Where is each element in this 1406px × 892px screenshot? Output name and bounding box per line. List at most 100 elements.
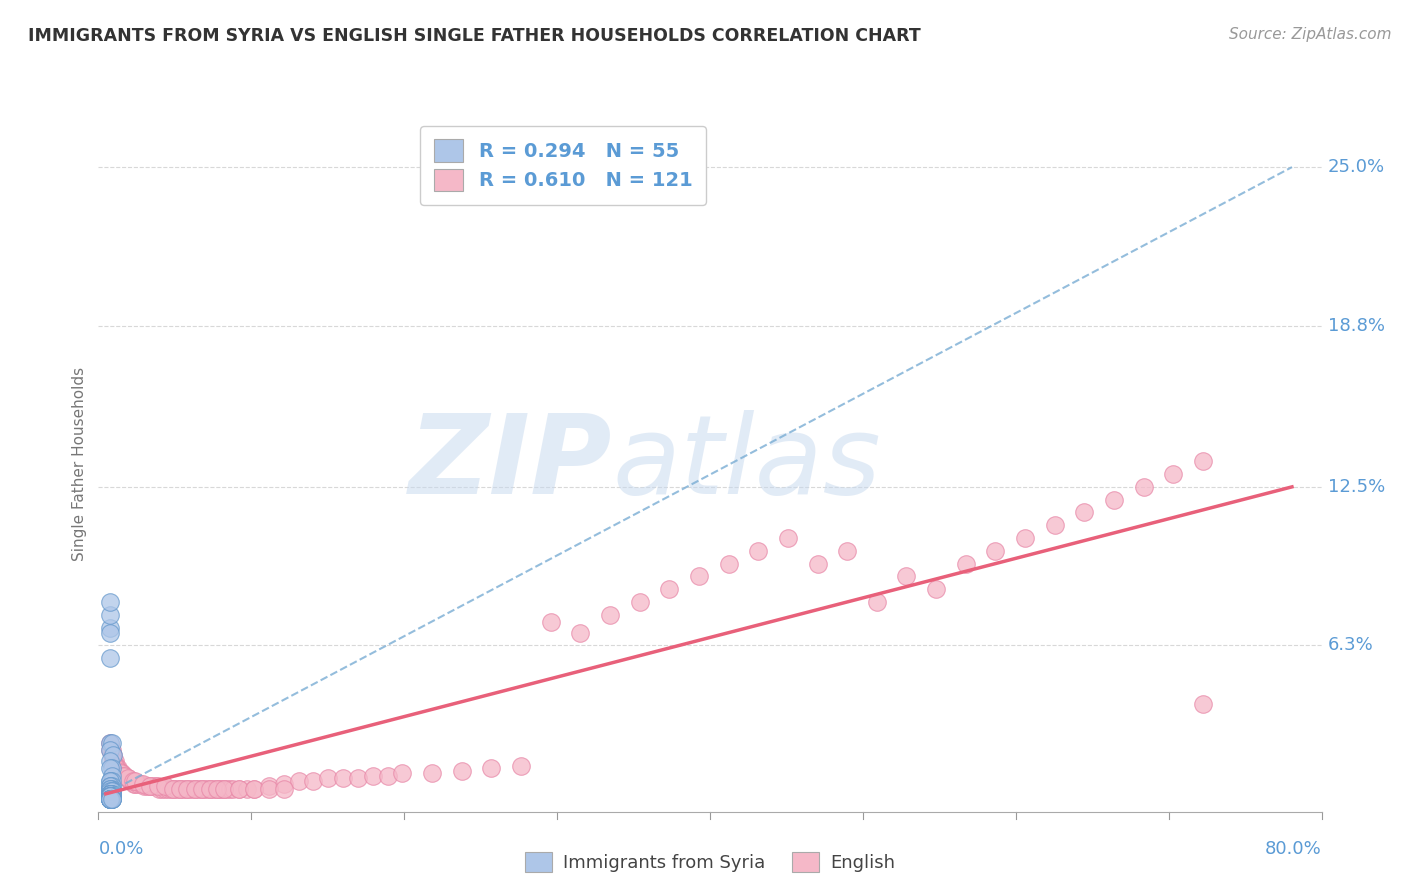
Point	[717, 557, 740, 571]
Point	[98, 792, 121, 806]
Text: ZIP: ZIP	[409, 410, 612, 517]
Point	[180, 781, 202, 796]
Y-axis label: Single Father Households: Single Father Households	[72, 367, 87, 561]
Point	[184, 781, 207, 796]
Point	[163, 781, 186, 796]
Point	[98, 787, 121, 801]
Point	[139, 779, 162, 793]
Text: 12.5%: 12.5%	[1327, 478, 1385, 496]
Point	[837, 543, 859, 558]
Point	[108, 764, 131, 778]
Point	[377, 769, 399, 783]
Point	[1014, 531, 1036, 545]
Point	[211, 781, 233, 796]
Point	[121, 774, 143, 789]
Point	[100, 789, 122, 804]
Point	[100, 792, 122, 806]
Point	[243, 781, 266, 796]
Point	[100, 784, 122, 798]
Point	[169, 781, 191, 796]
Point	[98, 779, 121, 793]
Point	[100, 736, 122, 750]
Point	[142, 779, 165, 793]
Point	[121, 774, 143, 789]
Point	[214, 781, 236, 796]
Point	[510, 758, 533, 772]
Point	[100, 787, 122, 801]
Point	[243, 781, 266, 796]
Point	[228, 781, 250, 796]
Point	[273, 776, 295, 790]
Point	[98, 789, 121, 804]
Point	[228, 781, 250, 796]
Point	[420, 766, 443, 780]
Point	[98, 789, 121, 804]
Point	[136, 779, 159, 793]
Point	[145, 779, 167, 793]
Point	[103, 748, 125, 763]
Point	[100, 792, 122, 806]
Point	[184, 781, 207, 796]
Point	[98, 787, 121, 801]
Point	[100, 789, 122, 804]
Point	[98, 743, 121, 757]
Point	[98, 789, 121, 804]
Point	[98, 736, 121, 750]
Text: 80.0%: 80.0%	[1265, 839, 1322, 857]
Point	[146, 779, 169, 793]
Point	[111, 766, 134, 780]
Point	[114, 769, 136, 783]
Point	[98, 781, 121, 796]
Point	[98, 792, 121, 806]
Point	[107, 761, 129, 775]
Point	[98, 621, 121, 635]
Point	[205, 781, 228, 796]
Point	[896, 569, 918, 583]
Point	[98, 789, 121, 804]
Point	[257, 779, 280, 793]
Point	[98, 595, 121, 609]
Point	[98, 754, 121, 768]
Point	[110, 766, 132, 780]
Point	[115, 772, 138, 786]
Point	[1043, 518, 1066, 533]
Point	[117, 772, 139, 786]
Legend: Immigrants from Syria, English: Immigrants from Syria, English	[517, 845, 903, 880]
Point	[450, 764, 472, 778]
Point	[98, 792, 121, 806]
Point	[1192, 454, 1215, 468]
Point	[287, 774, 309, 789]
Point	[118, 774, 141, 789]
Point	[100, 792, 122, 806]
Text: atlas: atlas	[612, 410, 880, 517]
Point	[100, 787, 122, 801]
Point	[479, 761, 502, 775]
Point	[160, 781, 183, 796]
Point	[98, 792, 121, 806]
Point	[98, 779, 121, 793]
Point	[628, 595, 651, 609]
Point	[98, 774, 121, 789]
Point	[747, 543, 769, 558]
Point	[222, 781, 245, 796]
Point	[98, 625, 121, 640]
Point	[776, 531, 799, 545]
Point	[162, 781, 184, 796]
Point	[100, 769, 122, 783]
Point	[107, 764, 129, 778]
Point	[153, 781, 176, 796]
Point	[134, 779, 156, 793]
Point	[172, 781, 194, 796]
Point	[98, 789, 121, 804]
Point	[139, 779, 162, 793]
Point	[98, 787, 121, 801]
Point	[104, 758, 127, 772]
Point	[198, 781, 221, 796]
Point	[98, 736, 121, 750]
Point	[688, 569, 710, 583]
Point	[176, 781, 198, 796]
Point	[207, 781, 229, 796]
Point	[112, 769, 135, 783]
Point	[191, 781, 214, 796]
Point	[540, 615, 562, 630]
